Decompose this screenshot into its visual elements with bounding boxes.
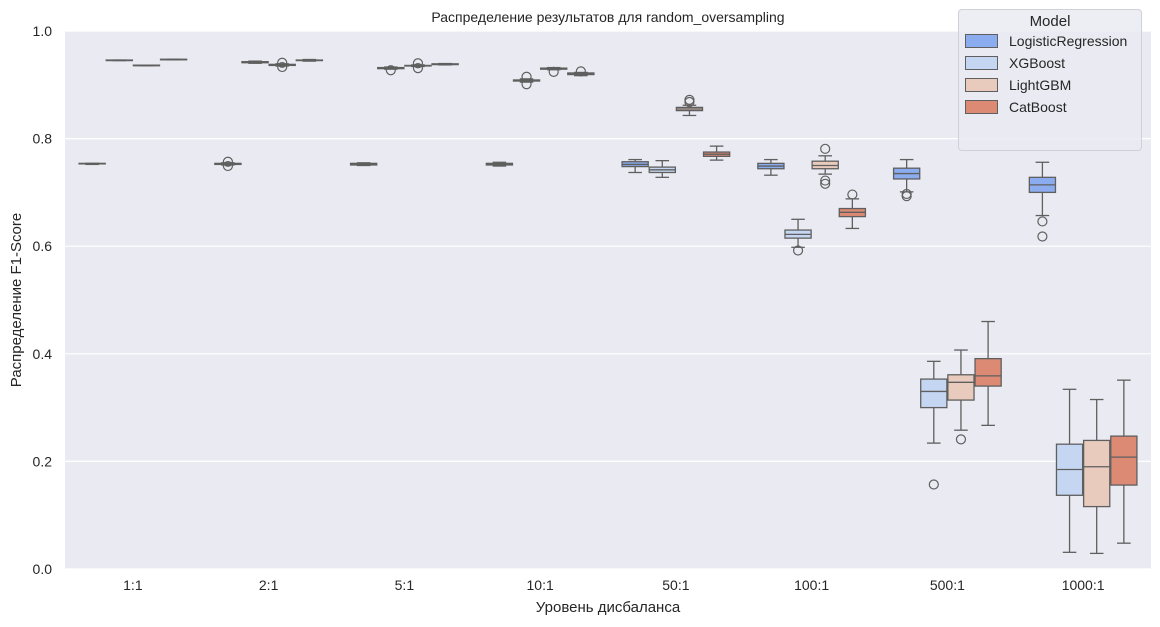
box-iqr bbox=[1082, 439, 1111, 508]
box-catboost-100-1 bbox=[838, 189, 867, 230]
y-tick-label: 0.2 bbox=[33, 453, 53, 469]
box-logisticregression-2-1 bbox=[214, 156, 242, 172]
x-tick-label: 1000:1 bbox=[1062, 577, 1105, 593]
box-lightgbm-500-1 bbox=[947, 349, 975, 445]
box-logisticregression-50-1 bbox=[621, 158, 649, 174]
box-xgboost-1000-1 bbox=[1055, 388, 1084, 553]
box-catboost-2-1 bbox=[295, 58, 324, 62]
box-iqr bbox=[947, 374, 975, 401]
box-lightgbm-1000-1 bbox=[1082, 398, 1111, 555]
outlier-point bbox=[548, 66, 559, 77]
y-axis-label: Распределение F1-Score bbox=[8, 213, 25, 387]
y-tick-label: 0.6 bbox=[33, 238, 53, 254]
legend-item: LightGBM bbox=[965, 74, 1141, 96]
outlier-point bbox=[684, 94, 695, 105]
box-catboost-1000-1 bbox=[1110, 379, 1138, 544]
box-catboost-500-1 bbox=[974, 320, 1002, 427]
legend-swatch bbox=[965, 56, 998, 70]
box-lightgbm-2-1 bbox=[268, 57, 296, 73]
legend-label: LogisticRegression bbox=[1009, 33, 1128, 49]
outlier-point bbox=[521, 79, 532, 90]
box-xgboost-2-1 bbox=[241, 60, 269, 64]
y-tick-label: 0.0 bbox=[33, 561, 53, 577]
box-iqr bbox=[1110, 435, 1138, 486]
outlier-point bbox=[955, 434, 967, 445]
y-tick-label: 0.4 bbox=[33, 346, 53, 362]
legend-label: XGBoost bbox=[1009, 55, 1066, 71]
outlier-point bbox=[412, 63, 424, 74]
legend-swatch bbox=[965, 100, 998, 114]
box-xgboost-100-1 bbox=[784, 218, 812, 256]
box-lightgbm-100-1 bbox=[811, 143, 839, 189]
x-axis-label: Уровень дисбаланса bbox=[536, 599, 681, 616]
box-logisticregression-1000-1 bbox=[1028, 161, 1057, 242]
outlier-point bbox=[277, 61, 288, 73]
box-xgboost-1-1 bbox=[105, 59, 134, 62]
outlier-point bbox=[820, 178, 831, 189]
box-xgboost-50-1 bbox=[648, 160, 677, 178]
x-tick-label: 1:1 bbox=[123, 577, 143, 593]
box-xgboost-500-1 bbox=[920, 360, 948, 490]
outlier-point bbox=[412, 58, 424, 69]
outlier-point bbox=[222, 160, 233, 172]
box-logisticregression-10-1 bbox=[485, 161, 514, 167]
legend-item: CatBoost bbox=[965, 96, 1141, 118]
x-tick-label: 500:1 bbox=[930, 577, 965, 593]
x-tick-label: 5:1 bbox=[395, 577, 415, 593]
box-catboost-5-1 bbox=[431, 62, 459, 66]
outlier-point bbox=[385, 65, 396, 76]
box-logisticregression-5-1 bbox=[349, 162, 378, 167]
outlier-point bbox=[792, 245, 804, 256]
box-logisticregression-100-1 bbox=[757, 158, 785, 176]
outlier-point bbox=[575, 66, 586, 77]
x-tick-label: 2:1 bbox=[259, 577, 279, 593]
box-iqr bbox=[920, 378, 948, 409]
outlier-point bbox=[277, 57, 288, 68]
box-xgboost-10-1 bbox=[512, 71, 541, 90]
outlier-point bbox=[847, 189, 858, 200]
legend-swatch bbox=[965, 78, 998, 92]
y-tick-labels: 0.0 0.2 0.4 0.6 0.8 1.0 bbox=[33, 23, 53, 577]
box-catboost-1-1 bbox=[159, 58, 188, 61]
x-tick-label: 10:1 bbox=[527, 577, 554, 593]
legend-item: XGBoost bbox=[965, 52, 1141, 74]
box-logisticregression-1-1 bbox=[78, 162, 106, 166]
box-lightgbm-10-1 bbox=[539, 66, 568, 77]
outlier-point bbox=[820, 175, 831, 186]
x-tick-label: 50:1 bbox=[662, 577, 689, 593]
box-catboost-10-1 bbox=[567, 66, 595, 77]
outlier-point bbox=[820, 143, 831, 154]
legend: Model LogisticRegression XGBoost LightGBM C… bbox=[958, 9, 1142, 151]
outlier-point bbox=[521, 71, 532, 82]
legend-item: LogisticRegression bbox=[965, 30, 1141, 52]
legend-label: LightGBM bbox=[1009, 77, 1072, 93]
x-tick-label: 100:1 bbox=[794, 577, 829, 593]
boxes bbox=[78, 57, 1138, 555]
box-lightgbm-5-1 bbox=[404, 58, 432, 74]
box-xgboost-5-1 bbox=[377, 65, 405, 76]
box-catboost-50-1 bbox=[702, 145, 731, 161]
chart-title: Распределение результатов для random_ove… bbox=[431, 9, 784, 25]
legend-swatch bbox=[965, 34, 998, 48]
x-tick-labels: 1:1 2:1 5:1 10:1 50:1 100:1 500:1 1000:1 bbox=[123, 577, 1105, 593]
box-lightgbm-1-1 bbox=[132, 64, 161, 67]
y-tick-label: 1.0 bbox=[33, 23, 53, 39]
outlier-point bbox=[1037, 216, 1048, 227]
outlier-point bbox=[1037, 231, 1048, 242]
box-lightgbm-50-1 bbox=[675, 94, 704, 117]
outlier-point bbox=[928, 479, 939, 490]
outlier-point bbox=[901, 191, 912, 202]
legend-label: CatBoost bbox=[1009, 99, 1067, 115]
box-iqr bbox=[974, 357, 1002, 387]
y-tick-label: 0.8 bbox=[33, 131, 53, 147]
box-logisticregression-500-1 bbox=[892, 158, 921, 202]
outlier-point bbox=[222, 156, 233, 167]
legend-title: Model bbox=[1029, 13, 1071, 30]
